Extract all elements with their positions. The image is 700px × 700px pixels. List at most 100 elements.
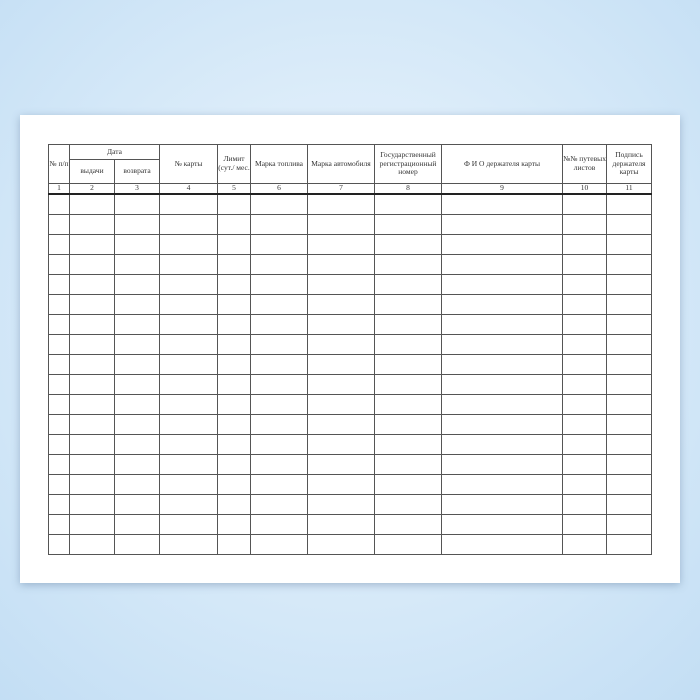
table-cell[interactable] [69,294,115,315]
table-cell[interactable] [441,434,564,455]
table-cell[interactable] [441,294,564,315]
table-cell[interactable] [606,534,653,555]
table-cell[interactable] [217,214,252,235]
table-cell[interactable] [48,454,70,475]
table-cell[interactable] [374,274,443,295]
table-cell[interactable] [48,193,70,215]
table-cell[interactable] [307,514,376,535]
table-cell[interactable] [159,534,219,555]
table-cell[interactable] [374,254,443,275]
table-cell[interactable] [250,394,309,415]
table-cell[interactable] [606,494,653,515]
table-cell[interactable] [307,254,376,275]
table-cell[interactable] [48,474,70,495]
table-cell[interactable] [250,534,309,555]
table-cell[interactable] [69,374,115,395]
table-cell[interactable] [113,234,161,255]
table-cell[interactable] [159,334,219,355]
table-cell[interactable] [48,254,70,275]
table-cell[interactable] [250,454,309,475]
table-cell[interactable] [606,394,653,415]
table-cell[interactable] [374,294,443,315]
table-cell[interactable] [113,314,161,335]
table-cell[interactable] [562,294,608,315]
table-cell[interactable] [48,334,70,355]
table-cell[interactable] [374,494,443,515]
table-cell[interactable] [217,254,252,275]
table-cell[interactable] [48,354,70,375]
table-cell[interactable] [606,214,653,235]
table-cell[interactable] [441,214,564,235]
table-cell[interactable] [69,414,115,435]
table-cell[interactable] [562,234,608,255]
table-cell[interactable] [606,354,653,375]
table-cell[interactable] [562,494,608,515]
table-cell[interactable] [69,274,115,295]
table-cell[interactable] [113,374,161,395]
table-cell[interactable] [159,494,219,515]
table-cell[interactable] [217,234,252,255]
table-cell[interactable] [374,334,443,355]
table-cell[interactable] [606,334,653,355]
table-cell[interactable] [307,494,376,515]
table-cell[interactable] [159,414,219,435]
table-cell[interactable] [159,474,219,495]
table-cell[interactable] [562,414,608,435]
table-cell[interactable] [441,254,564,275]
table-cell[interactable] [374,454,443,475]
table-cell[interactable] [217,414,252,435]
table-cell[interactable] [159,234,219,255]
table-cell[interactable] [374,374,443,395]
table-cell[interactable] [441,234,564,255]
table-cell[interactable] [217,354,252,375]
table-cell[interactable] [307,374,376,395]
table-cell[interactable] [307,474,376,495]
table-cell[interactable] [562,474,608,495]
table-cell[interactable] [606,254,653,275]
table-cell[interactable] [113,354,161,375]
table-cell[interactable] [562,454,608,475]
table-cell[interactable] [48,214,70,235]
table-cell[interactable] [562,514,608,535]
table-cell[interactable] [113,434,161,455]
table-cell[interactable] [48,234,70,255]
table-cell[interactable] [307,294,376,315]
table-cell[interactable] [159,354,219,375]
table-cell[interactable] [217,394,252,415]
table-cell[interactable] [441,193,564,215]
table-cell[interactable] [69,334,115,355]
table-cell[interactable] [48,374,70,395]
table-cell[interactable] [307,193,376,215]
table-cell[interactable] [441,534,564,555]
table-cell[interactable] [606,414,653,435]
table-cell[interactable] [374,214,443,235]
table-cell[interactable] [217,534,252,555]
table-cell[interactable] [441,494,564,515]
table-cell[interactable] [307,354,376,375]
table-cell[interactable] [374,534,443,555]
table-cell[interactable] [307,234,376,255]
table-cell[interactable] [159,454,219,475]
table-cell[interactable] [307,314,376,335]
table-cell[interactable] [159,193,219,215]
table-cell[interactable] [69,434,115,455]
table-cell[interactable] [606,314,653,335]
table-cell[interactable] [69,254,115,275]
table-cell[interactable] [159,314,219,335]
table-cell[interactable] [113,294,161,315]
table-cell[interactable] [159,434,219,455]
table-cell[interactable] [562,374,608,395]
table-cell[interactable] [441,414,564,435]
table-cell[interactable] [374,414,443,435]
table-cell[interactable] [307,434,376,455]
table-cell[interactable] [250,193,309,215]
table-cell[interactable] [48,274,70,295]
table-cell[interactable] [562,394,608,415]
table-cell[interactable] [374,434,443,455]
table-cell[interactable] [250,374,309,395]
table-cell[interactable] [374,394,443,415]
table-cell[interactable] [113,514,161,535]
table-cell[interactable] [441,314,564,335]
table-cell[interactable] [159,294,219,315]
table-cell[interactable] [250,354,309,375]
